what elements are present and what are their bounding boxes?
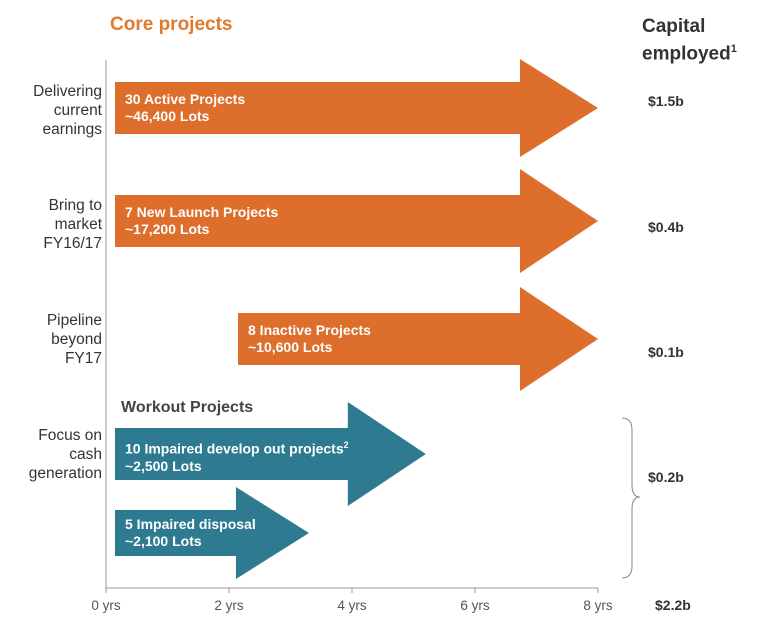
row-label-line: Bring to <box>48 197 102 214</box>
arrow-label-lots: ~46,400 Lots <box>125 108 210 124</box>
arrow-label-projects: 10 Impaired develop out projects2 <box>125 440 349 457</box>
arrow-label: 10 Impaired develop out projects2 ~2,500 … <box>125 437 349 475</box>
row-label-pipeline: Pipeline beyond FY17 <box>47 311 102 368</box>
row-label-line: earnings <box>42 121 102 138</box>
arrow-label: 30 Active Projects ~46,400 Lots <box>125 91 245 125</box>
arrow-label-projects: 30 Active Projects <box>125 91 246 107</box>
project-arrow <box>115 169 598 273</box>
core-projects-title: Core projects <box>110 14 233 35</box>
x-axis-tick-label: 6 yrs <box>460 598 490 613</box>
row-label-focus-cash: Focus on cash generation <box>29 426 102 483</box>
row-label-line: FY16/17 <box>43 235 102 252</box>
row-label-line: beyond <box>51 331 102 348</box>
arrow-label-projects: 7 New Launch Projects <box>125 204 279 220</box>
total-capital-value: $2.2b <box>655 597 691 613</box>
row-label-line: cash <box>69 446 102 463</box>
arrow-label-lots: ~2,500 Lots <box>125 457 202 474</box>
row-label-line: current <box>53 102 102 119</box>
arrow-label-projects: 8 Inactive Projects <box>248 322 371 338</box>
arrow-label-lots: ~17,200 Lots <box>125 221 210 237</box>
capital-value-focus-cash: $0.2b <box>648 469 684 485</box>
x-axis-tick-label: 8 yrs <box>583 598 613 613</box>
arrow-label: 7 New Launch Projects ~17,200 Lots <box>125 204 278 238</box>
arrow-label: 5 Impaired disposal ~2,100 Lots <box>125 516 256 550</box>
x-axis-tick-label: 2 yrs <box>214 598 244 613</box>
x-axis-tick-label: 4 yrs <box>337 598 367 613</box>
row-label-line: FY17 <box>64 350 102 367</box>
arrow-label-lots: ~10,600 Lots <box>248 339 333 355</box>
row-label-line: Focus on <box>38 427 102 444</box>
capital-title-line2: employed1 <box>642 43 737 65</box>
x-axis-tick-label: 0 yrs <box>91 598 121 613</box>
project-arrow <box>238 287 598 391</box>
project-arrow <box>115 402 426 506</box>
arrow-label-lots: ~2,100 Lots <box>125 533 202 549</box>
arrow-footnote: 2 <box>343 440 349 450</box>
capital-value-bring-to-market: $0.4b <box>648 219 684 235</box>
capital-title-line1: Capital <box>642 16 706 37</box>
row-label-line: Pipeline <box>46 312 102 329</box>
row-label-line: Delivering <box>33 83 102 100</box>
project-arrow <box>115 59 598 157</box>
capital-footnote: 1 <box>730 43 737 55</box>
row-label-delivering: Delivering current earnings <box>33 82 102 139</box>
arrow-label-projects: 5 Impaired disposal <box>125 516 256 532</box>
arrow-label: 8 Inactive Projects ~10,600 Lots <box>248 322 371 356</box>
capital-value-pipeline: $0.1b <box>648 344 684 360</box>
row-label-line: market <box>54 216 102 233</box>
workout-brace <box>621 417 641 579</box>
row-label-line: generation <box>28 465 102 482</box>
row-label-bring-to-market: Bring to market FY16/17 <box>43 196 102 253</box>
project-arrow <box>115 487 309 579</box>
workout-projects-title: Workout Projects <box>121 399 254 416</box>
capital-employed-title: Capital employed1 <box>642 16 737 65</box>
capital-value-delivering: $1.5b <box>648 93 684 109</box>
